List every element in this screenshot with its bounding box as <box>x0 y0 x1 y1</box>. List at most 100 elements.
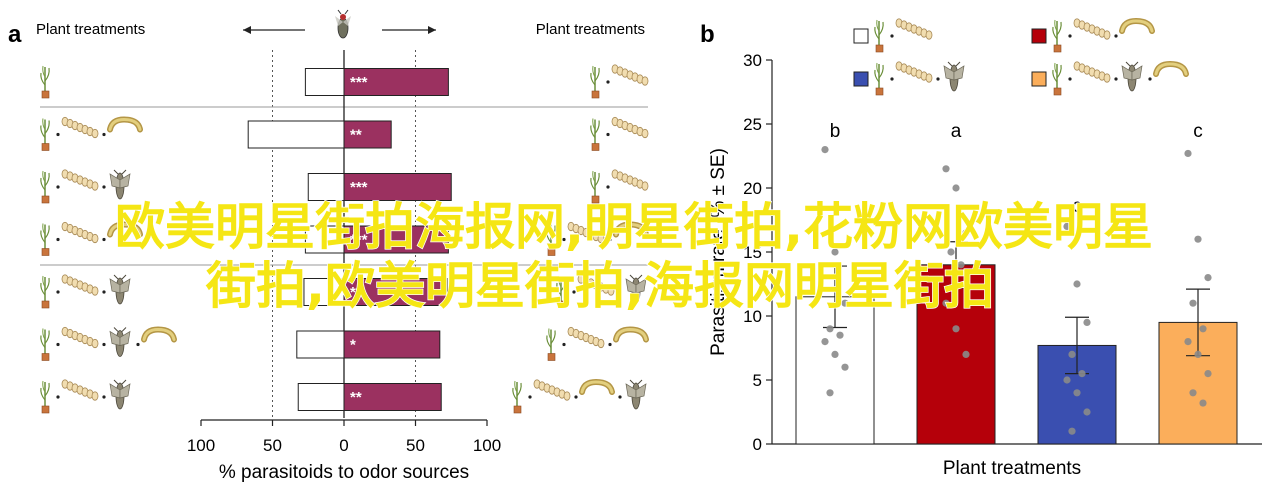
plant-icon <box>590 65 600 99</box>
left-row-separator-dot <box>136 342 140 347</box>
x-tick-label: 100 <box>473 436 501 455</box>
legend-swatch <box>853 28 869 44</box>
right-row-separator-dot <box>618 395 622 399</box>
left-row-separator-dot <box>56 132 60 137</box>
bar-right <box>343 278 448 306</box>
significance-label: * <box>350 337 356 354</box>
legend-separator-dot <box>1068 77 1072 81</box>
moth-icon <box>943 61 965 92</box>
panel-b-xlabel: Plant treatments <box>943 458 1081 479</box>
wasp-icon <box>334 9 352 39</box>
bar-left <box>296 330 345 359</box>
panel-b-letter: b <box>700 21 715 48</box>
data-point <box>841 299 849 307</box>
significance-label: *** <box>350 74 368 91</box>
legend-swatch <box>853 71 869 87</box>
data-point <box>1184 338 1192 346</box>
y-tick-label: 10 <box>743 307 762 326</box>
right-arrowhead <box>428 26 436 34</box>
data-point <box>1189 389 1197 397</box>
right-row-separator-dot <box>608 237 612 242</box>
legend-swatch <box>1031 28 1047 44</box>
plant-icon <box>40 275 50 309</box>
moth-icon <box>109 169 131 200</box>
moth-icon <box>625 379 647 410</box>
data-point <box>1204 274 1212 282</box>
left-row-separator-dot <box>102 237 106 242</box>
left-row-separator-dot <box>56 342 60 347</box>
legend-separator-dot <box>936 77 940 81</box>
eggs-icon <box>61 379 99 401</box>
x-tick-label: 0 <box>339 436 348 455</box>
eggs-icon <box>611 169 649 191</box>
data-point <box>942 299 950 307</box>
eggs-icon <box>61 274 99 296</box>
eggs-icon <box>61 221 99 244</box>
plant-icon <box>40 327 50 362</box>
plant-icon <box>40 170 50 204</box>
eggs-icon <box>61 116 99 139</box>
left-row-separator-dot <box>56 185 60 189</box>
right-row-separator-dot <box>562 342 566 347</box>
data-point <box>821 146 829 154</box>
panel-a-letter: a <box>8 21 22 48</box>
data-point <box>1189 299 1197 307</box>
plant-icon <box>40 65 50 99</box>
plant-icon <box>40 380 50 414</box>
x-tick-label: 100 <box>187 436 215 455</box>
bar-right <box>343 120 392 149</box>
data-point <box>942 165 950 173</box>
significance-letter: b <box>830 121 841 142</box>
bar <box>916 264 996 445</box>
eggs-icon <box>567 326 605 349</box>
significance-label: *** <box>350 179 368 196</box>
right-row-separator-dot <box>618 290 622 294</box>
bar-right <box>343 330 441 359</box>
y-tick-label: 15 <box>743 243 762 262</box>
right-row-separator-dot <box>606 185 610 189</box>
data-point <box>947 248 955 256</box>
moth-icon <box>109 327 131 357</box>
bar-left <box>297 383 345 411</box>
data-point <box>1199 399 1207 407</box>
legend-separator-dot <box>890 77 894 81</box>
watermark-line-2: 街拍,欧美明星街拍,海报网明星街拍 <box>205 257 994 315</box>
eggs-icon <box>895 18 933 40</box>
data-point <box>1063 376 1071 384</box>
eggs-icon <box>1073 61 1111 83</box>
data-point <box>1063 222 1071 230</box>
plant-icon <box>512 380 522 414</box>
panel-a-right-header: Plant treatments <box>536 21 645 38</box>
data-point <box>826 389 834 397</box>
larva-icon <box>1122 21 1152 31</box>
moth-icon <box>1121 61 1143 92</box>
significance-letter: c <box>1193 121 1203 142</box>
data-point <box>957 261 965 269</box>
eggs-icon <box>533 379 571 401</box>
left-row-separator-dot <box>56 290 60 294</box>
panel-a-left-header: Plant treatments <box>36 21 145 38</box>
larva-icon <box>144 330 174 340</box>
bar-right <box>343 68 449 96</box>
bar-right <box>343 173 452 201</box>
data-point <box>826 325 834 333</box>
bar-left <box>307 173 345 201</box>
right-row-separator-dot <box>562 237 566 242</box>
data-point <box>1078 370 1086 378</box>
legend-separator-dot <box>1114 77 1118 81</box>
significance-label: ** <box>350 127 362 144</box>
y-tick-label: 5 <box>753 371 762 390</box>
eggs-icon <box>895 61 933 83</box>
left-row-separator-dot <box>56 395 60 399</box>
eggs-icon <box>1073 18 1111 40</box>
data-point <box>1083 408 1091 416</box>
right-row-separator-dot <box>606 132 610 137</box>
data-point <box>1073 389 1081 397</box>
legend-separator-dot <box>1114 34 1118 38</box>
data-point <box>841 363 849 371</box>
left-row-separator-dot <box>102 342 106 347</box>
data-point <box>836 331 844 339</box>
moth-icon <box>109 274 131 305</box>
larva-icon <box>616 330 646 340</box>
